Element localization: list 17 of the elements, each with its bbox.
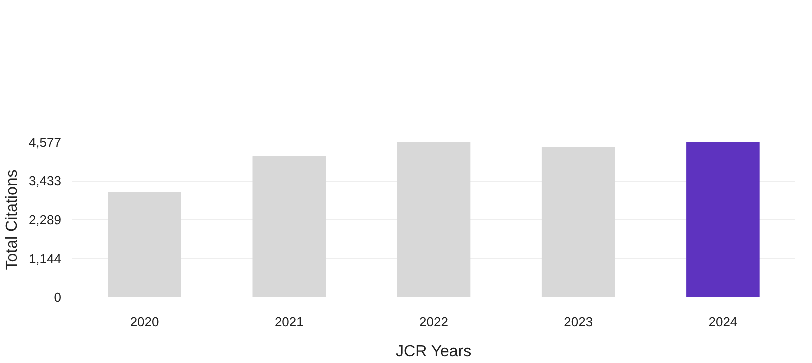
y-tick-label: 4,577	[28, 135, 62, 150]
bar	[397, 142, 471, 298]
y-tick-label: 3,433	[28, 174, 62, 189]
x-tick-label: 2021	[274, 314, 304, 330]
x-tick-label: 2024	[708, 314, 738, 330]
bar	[542, 146, 616, 298]
y-tick-label: 1,144	[28, 251, 62, 266]
bar	[252, 156, 326, 298]
x-axis-title: JCR Years	[396, 344, 472, 360]
x-tick-label: 2020	[130, 314, 160, 330]
x-tick-label: 2023	[564, 314, 594, 330]
bar	[108, 192, 182, 298]
y-axis-title: Total Citations	[4, 170, 21, 270]
y-tick-label: 2,289	[28, 212, 62, 228]
bar	[686, 142, 760, 298]
x-tick-label: 2022	[420, 314, 448, 330]
y-tick-label: 0	[54, 290, 62, 305]
